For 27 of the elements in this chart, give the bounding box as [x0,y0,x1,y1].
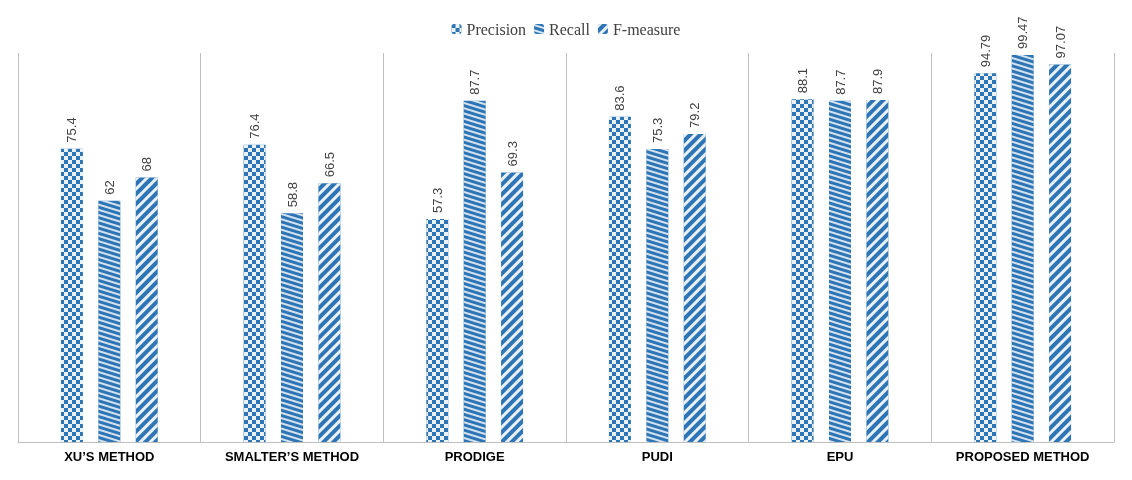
data-label: 62 [101,180,117,195]
data-label: 57.3 [429,187,445,214]
data-label: 97.07 [1052,25,1068,59]
data-label: 69.3 [504,141,520,167]
data-label: 87.9 [869,68,885,95]
data-label: 66.5 [321,152,337,178]
legend-label: F-measure [612,20,681,38]
data-label: 88.1 [795,67,811,94]
data-label: 75.3 [649,117,665,144]
x-tick-label: XU’S METHOD [64,449,155,464]
data-label: 99.47 [1015,16,1031,50]
data-label: 75.4 [64,117,80,143]
data-label: 76.4 [247,113,263,139]
legend-label: Precision [466,20,527,38]
data-label: 87.7 [832,69,848,95]
x-tick-label: EPU [826,449,854,464]
x-tick-label: PRODIGE [444,449,505,464]
data-label: 58.8 [284,181,300,208]
data-label: 87.7 [467,69,483,95]
data-label: 83.6 [612,85,628,111]
data-label: 79.2 [687,102,703,128]
x-tick-label: PROPOSED METHOD [955,449,1090,464]
x-tick-label: PUDI [641,449,673,464]
data-label: 68 [139,157,155,172]
x-tick-label: SMALTER’S METHOD [224,449,360,464]
legend-label: Recall [549,20,591,38]
data-label: 94.79 [977,34,993,68]
